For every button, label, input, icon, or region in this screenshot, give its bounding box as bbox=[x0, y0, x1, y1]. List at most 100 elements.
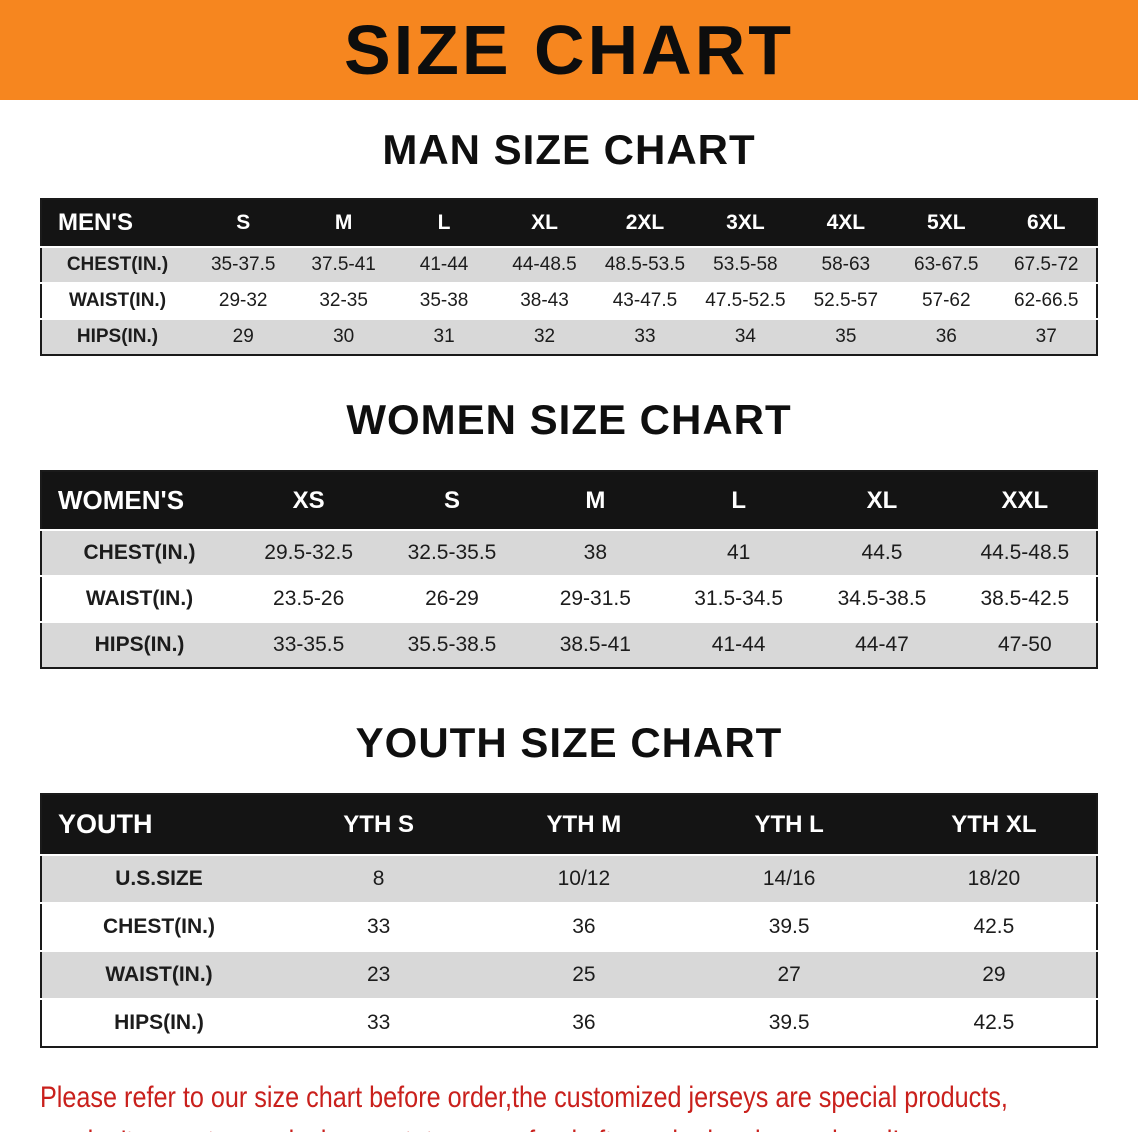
size-value: 58-63 bbox=[821, 254, 871, 275]
size-value: 33-35.5 bbox=[273, 633, 345, 656]
size-column-header: 3XL bbox=[726, 211, 765, 234]
size-value: 52.5-57 bbox=[813, 290, 879, 311]
size-value: 18/20 bbox=[967, 867, 1021, 890]
size-column-header: L bbox=[437, 211, 451, 234]
table-row: CHEST(IN.) 35-37.5 37.5-41 41-44 44-48.5 48.5… bbox=[41, 247, 1097, 283]
mens-table-head: MEN'S S M L XL 2XL 3XL 4XL 5XL 6XL bbox=[41, 199, 1097, 247]
size-value: 57-62 bbox=[921, 290, 971, 311]
size-value: 44-47 bbox=[855, 633, 909, 656]
size-value: 29.5-32.5 bbox=[264, 541, 354, 564]
table-row: U.S.SIZE 8 10/12 14/16 18/20 bbox=[41, 855, 1097, 903]
size-value: 26-29 bbox=[425, 587, 479, 610]
size-column-header: S bbox=[236, 211, 251, 234]
size-value: 29 bbox=[982, 963, 1006, 986]
size-column-header: YTH L bbox=[754, 810, 824, 838]
size-column-header: M bbox=[585, 486, 606, 514]
row-label: U.S.SIZE bbox=[115, 867, 203, 890]
size-column-header: 2XL bbox=[625, 211, 665, 234]
size-value: 44.5-48.5 bbox=[980, 541, 1070, 564]
size-value: 8 bbox=[372, 867, 385, 890]
table-row: HIPS(IN.) 33 36 39.5 42.5 bbox=[41, 999, 1097, 1047]
youth-table-body: U.S.SIZE 8 10/12 14/16 18/20 CHEST(IN.) 33 36 39… bbox=[41, 855, 1097, 1047]
row-label: CHEST(IN.) bbox=[103, 915, 215, 938]
size-value: 43-47.5 bbox=[612, 290, 678, 311]
size-value: 35.5-38.5 bbox=[407, 633, 497, 656]
mens-size-table: MEN'S S M L XL 2XL 3XL 4XL 5XL 6XL CHEST(IN.) 35-3… bbox=[40, 198, 1098, 356]
row-label: WAIST(IN.) bbox=[105, 963, 213, 986]
row-label: WAIST(IN.) bbox=[68, 290, 167, 311]
size-value: 36 bbox=[572, 915, 596, 938]
size-value: 39.5 bbox=[768, 1011, 810, 1034]
size-value: 29-31.5 bbox=[559, 587, 631, 610]
table-row: WAIST(IN.) 23.5-26 26-29 29-31.5 31.5-34.5 34… bbox=[41, 576, 1097, 622]
size-column-header: 4XL bbox=[826, 211, 866, 234]
table-row: CHEST(IN.) 29.5-32.5 32.5-35.5 38 41 44.5 44.5… bbox=[41, 530, 1097, 576]
size-value: 37.5-41 bbox=[311, 254, 376, 275]
size-value: 47.5-52.5 bbox=[705, 290, 786, 311]
size-value: 41-44 bbox=[419, 254, 469, 275]
size-value: 31.5-34.5 bbox=[694, 587, 784, 610]
header-row: WOMEN'S XS S M L XL XXL bbox=[41, 471, 1097, 530]
disclaimer: Please refer to our size chart before or… bbox=[40, 1076, 1138, 1132]
size-column-header: XXL bbox=[1001, 486, 1049, 514]
size-column-header: YTH XL bbox=[951, 810, 1037, 838]
row-label: CHEST(IN.) bbox=[66, 254, 169, 275]
size-column-header: 5XL bbox=[927, 211, 966, 234]
size-value: 29-32 bbox=[218, 290, 268, 311]
size-value: 37 bbox=[1035, 326, 1057, 347]
size-value: 53.5-58 bbox=[713, 254, 778, 275]
size-value: 63-67.5 bbox=[914, 254, 979, 275]
disclaimer-line-2: we don't accept cancel, change, teturn o… bbox=[40, 1120, 962, 1132]
table-corner-label: MEN'S bbox=[58, 209, 134, 236]
size-value: 30 bbox=[333, 326, 355, 347]
size-value: 27 bbox=[777, 963, 801, 986]
size-value: 35-38 bbox=[419, 290, 469, 311]
size-value: 31 bbox=[433, 326, 455, 347]
size-value: 38.5-42.5 bbox=[980, 587, 1070, 610]
size-value: 32-35 bbox=[319, 290, 368, 311]
row-label: HIPS(IN.) bbox=[94, 633, 185, 656]
size-value: 36 bbox=[935, 326, 957, 347]
table-corner-label: YOUTH bbox=[58, 809, 153, 839]
size-value: 23.5-26 bbox=[273, 587, 345, 610]
size-column-header: M bbox=[334, 211, 353, 234]
table-row: HIPS(IN.) 29 30 31 32 33 34 35 36 37 bbox=[41, 319, 1097, 355]
size-column-header: XL bbox=[531, 211, 558, 234]
size-value: 34 bbox=[734, 326, 756, 347]
size-value: 47-50 bbox=[997, 633, 1052, 656]
womens-size-table: WOMEN'S XS S M L XL XXL CHEST(IN.) 29.5-32.5 32.… bbox=[40, 470, 1098, 669]
table-row: WAIST(IN.) 29-32 32-35 35-38 38-43 43-47.5 47.… bbox=[41, 283, 1097, 319]
youth-table-head: YOUTH YTH S YTH M YTH L YTH XL bbox=[41, 794, 1097, 855]
size-value: 48.5-53.5 bbox=[604, 254, 686, 275]
size-value: 39.5 bbox=[768, 915, 810, 938]
table-row: CHEST(IN.) 33 36 39.5 42.5 bbox=[41, 903, 1097, 951]
size-value: 35-37.5 bbox=[210, 254, 276, 275]
size-value: 33 bbox=[634, 326, 656, 347]
size-value: 38-43 bbox=[520, 290, 569, 311]
size-value: 32 bbox=[533, 326, 556, 347]
size-column-header: YTH M bbox=[546, 810, 622, 838]
size-value: 35 bbox=[835, 326, 857, 347]
table-row: WAIST(IN.) 23 25 27 29 bbox=[41, 951, 1097, 999]
mens-section-title: MAN SIZE CHART bbox=[382, 126, 756, 173]
size-value: 33 bbox=[366, 915, 391, 938]
size-value: 42.5 bbox=[973, 915, 1015, 938]
size-value: 44.5 bbox=[861, 541, 903, 564]
size-value: 32.5-35.5 bbox=[407, 541, 497, 564]
womens-table-body: CHEST(IN.) 29.5-32.5 32.5-35.5 38 41 44.5 44.5… bbox=[41, 530, 1097, 668]
size-value: 62-66.5 bbox=[1014, 290, 1079, 311]
womens-table-head: WOMEN'S XS S M L XL XXL bbox=[41, 471, 1097, 530]
size-value: 25 bbox=[572, 963, 596, 986]
size-column-header: L bbox=[731, 486, 746, 514]
youth-section-title: YOUTH SIZE CHART bbox=[355, 719, 783, 766]
table-corner-label: WOMEN'S bbox=[58, 485, 185, 515]
size-value: 42.5 bbox=[973, 1011, 1015, 1034]
table-row: HIPS(IN.) 33-35.5 35.5-38.5 38.5-41 41-44 44-… bbox=[41, 622, 1097, 668]
row-label: WAIST(IN.) bbox=[85, 587, 194, 610]
size-value: 38.5-41 bbox=[559, 633, 631, 656]
womens-section-title: WOMEN SIZE CHART bbox=[346, 396, 792, 443]
row-label: HIPS(IN.) bbox=[76, 326, 159, 347]
banner: SIZE CHART bbox=[0, 0, 1138, 100]
size-column-header: S bbox=[443, 486, 460, 514]
